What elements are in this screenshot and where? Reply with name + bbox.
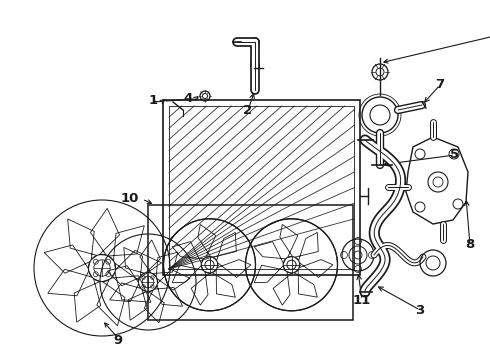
Text: 2: 2: [244, 104, 252, 117]
Text: 7: 7: [436, 78, 444, 91]
Text: 4: 4: [183, 93, 193, 105]
Text: 5: 5: [450, 148, 460, 162]
Text: 8: 8: [466, 238, 475, 252]
Text: 10: 10: [121, 192, 139, 204]
Text: 11: 11: [353, 293, 371, 306]
Text: 3: 3: [416, 303, 425, 316]
Text: 1: 1: [148, 94, 158, 108]
Text: 9: 9: [114, 333, 122, 346]
